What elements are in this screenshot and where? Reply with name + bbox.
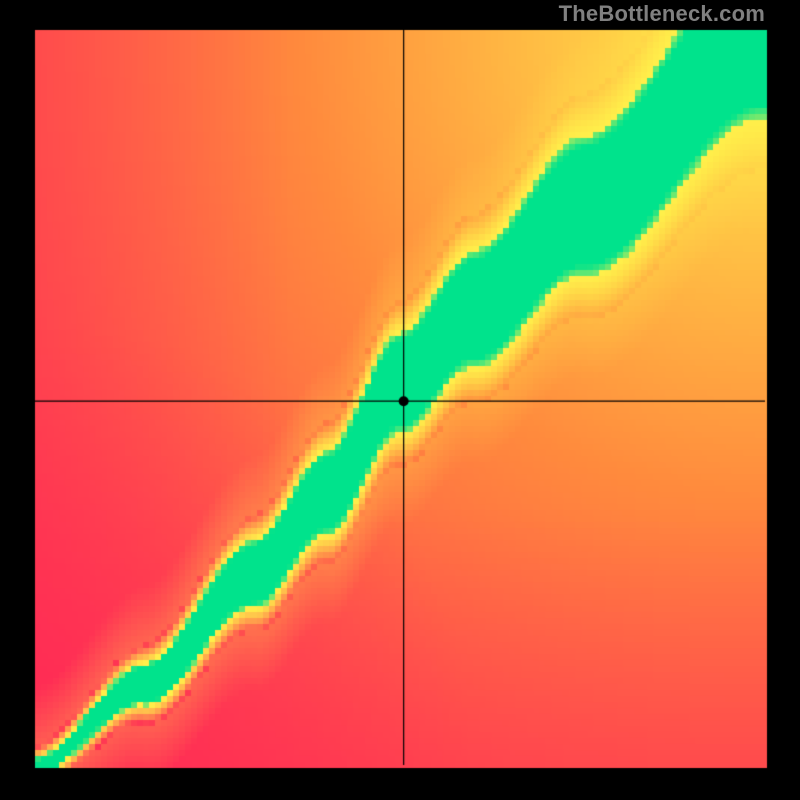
bottleneck-heatmap-canvas: [0, 0, 800, 800]
watermark-label: TheBottleneck.com: [559, 0, 765, 28]
bottleneck-heatmap-container: TheBottleneck.com: [0, 0, 800, 800]
